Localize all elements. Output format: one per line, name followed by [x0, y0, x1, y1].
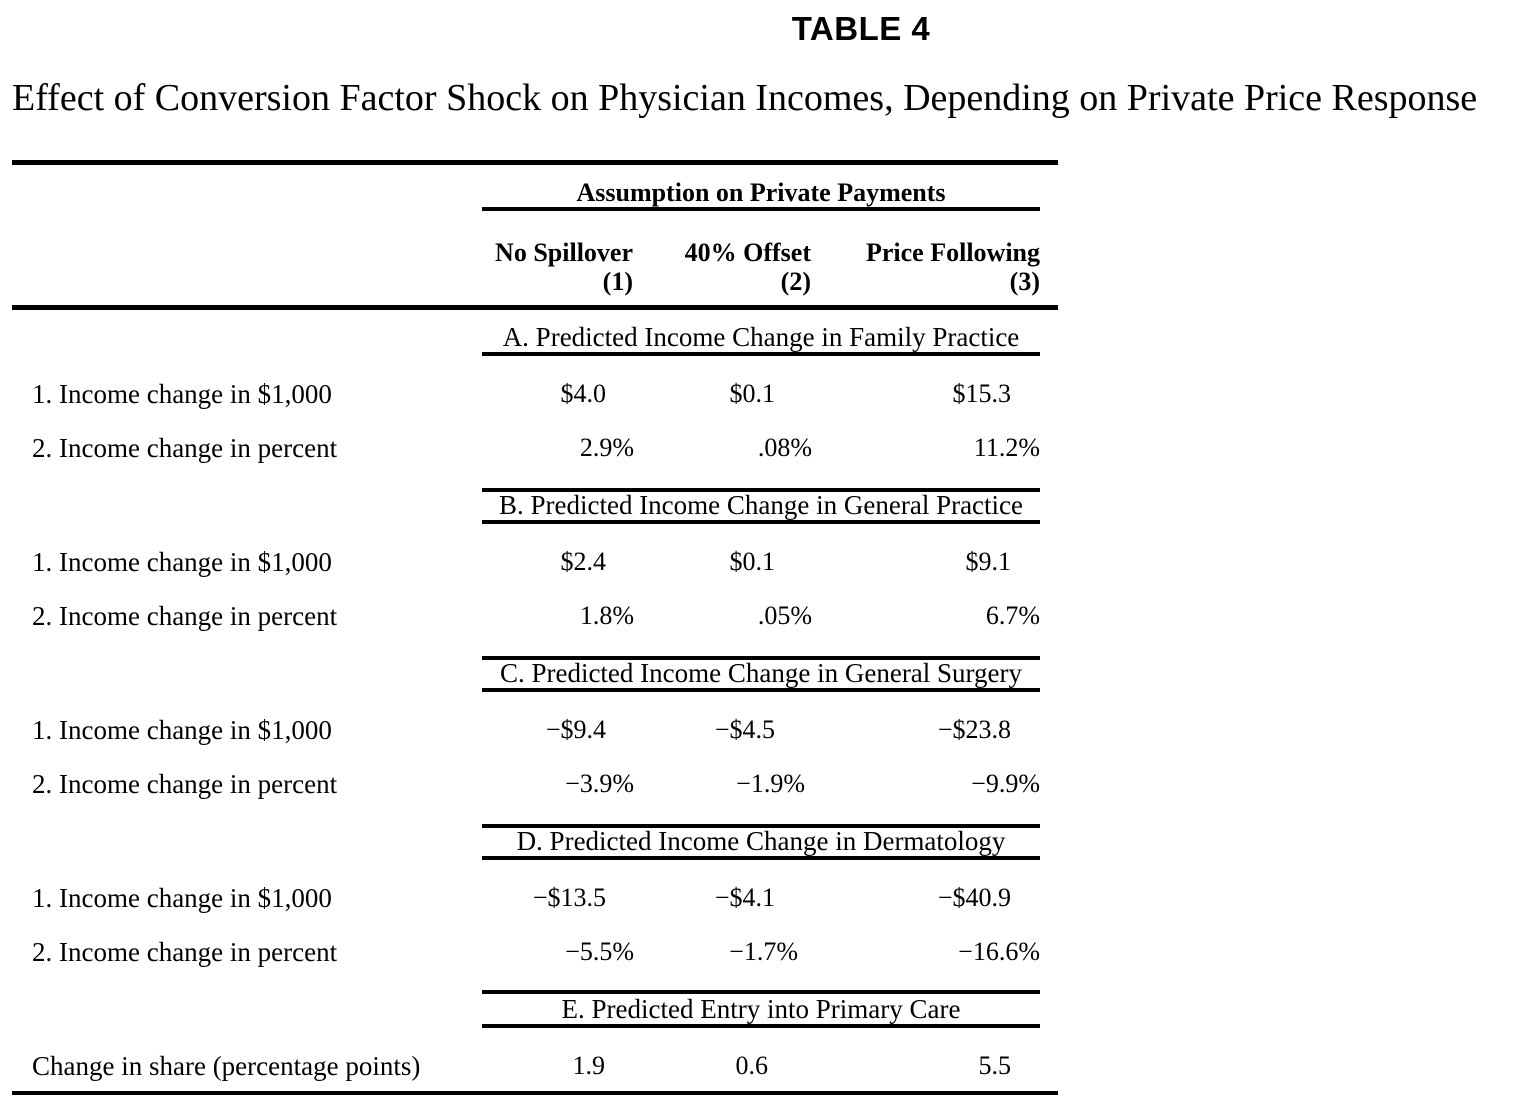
panel-d-row-2-col-2: −1.7% — [729, 937, 798, 966]
table-label: TABLE 4 — [791, 10, 931, 47]
column-header-2-label: 40% Offset — [684, 238, 811, 267]
panel-a-row-1-label: 1. Income change in $1,000 — [32, 379, 332, 409]
column-header-3-label: Price Following — [865, 238, 1040, 267]
panel-c-row-2-col-3: −9.9% — [971, 769, 1040, 798]
column-header-2-number: (2) — [780, 267, 811, 296]
panel-c-title: C. Predicted Income Change in General Su… — [499, 658, 1023, 688]
panel-a-row-1-col-2: $0.1 — [729, 379, 776, 408]
panel-e-top-rule — [482, 990, 1040, 994]
spanner-rule — [482, 207, 1040, 211]
column-header-1-number: (1) — [602, 267, 633, 296]
column-header-3: Price Following (3) — [820, 238, 1040, 296]
panel-a-row-1-col-3: $15.3 — [952, 379, 1012, 408]
panel-c-top-rule — [482, 656, 1040, 660]
panel-e-row-1-col-2: 0.6 — [735, 1051, 769, 1080]
panel-c-row-1-col-3: −$23.8 — [937, 715, 1011, 744]
panel-c-rule — [482, 688, 1040, 692]
panel-b-title: B. Predicted Income Change in General Pr… — [498, 490, 1024, 520]
panel-d-row-1-label: 1. Income change in $1,000 — [32, 883, 332, 913]
spanner-header: Assumption on Private Payments — [576, 178, 946, 207]
header-rule — [12, 305, 1058, 310]
panel-d-row-2-col-3: −16.6% — [958, 937, 1040, 966]
panel-d-row-1-col-1: −$13.5 — [532, 883, 606, 912]
panel-d-top-rule — [482, 824, 1040, 828]
panel-a-row-2-col-2: .08% — [757, 433, 812, 462]
panel-a-title: A. Predicted Income Change in Family Pra… — [502, 322, 1020, 352]
column-header-3-number: (3) — [1009, 267, 1040, 296]
panel-d-row-2-col-1: −5.5% — [565, 937, 634, 966]
panel-d-row-2-label: 2. Income change in percent — [32, 937, 338, 967]
table-title: Effect of Conversion Factor Shock on Phy… — [12, 77, 1478, 119]
panel-e-rule — [482, 1024, 1040, 1028]
top-rule — [12, 160, 1058, 165]
panel-e-row-1-col-3: 5.5 — [978, 1051, 1012, 1080]
panel-a-row-2-col-3: 11.2% — [973, 433, 1040, 462]
panel-e-title: E. Predicted Entry into Primary Care — [561, 994, 961, 1024]
panel-e-row-1-col-1: 1.9 — [572, 1051, 606, 1080]
panel-b-row-2-col-3: 6.7% — [985, 601, 1040, 630]
panel-b-row-2-label: 2. Income change in percent — [32, 601, 338, 631]
panel-c-row-2-col-1: −3.9% — [565, 769, 634, 798]
panel-a-row-1-col-1: $4.0 — [560, 379, 607, 408]
panel-b-top-rule — [482, 488, 1040, 492]
bottom-rule — [12, 1091, 1058, 1095]
column-header-1: No Spillover (1) — [460, 238, 633, 296]
panel-b-row-1-col-3: $9.1 — [965, 547, 1012, 576]
panel-a-row-2-col-1: 2.9% — [579, 433, 634, 462]
panel-b-row-1-col-1: $2.4 — [560, 547, 607, 576]
panel-a-row-2-label: 2. Income change in percent — [32, 433, 338, 463]
panel-c-row-2-col-2: −1.9% — [736, 769, 805, 798]
column-header-1-label: No Spillover — [495, 238, 633, 267]
panel-b-row-2-col-1: 1.8% — [579, 601, 634, 630]
panel-b-rule — [482, 520, 1040, 524]
panel-b-row-2-col-2: .05% — [757, 601, 812, 630]
panel-c-row-1-col-1: −$9.4 — [545, 715, 606, 744]
panel-e-row-1-label: Change in share (percentage points) — [32, 1051, 421, 1081]
panel-d-row-1-col-3: −$40.9 — [937, 883, 1011, 912]
panel-c-row-1-col-2: −$4.5 — [714, 715, 775, 744]
panel-c-row-2-label: 2. Income change in percent — [32, 769, 338, 799]
panel-b-row-1-label: 1. Income change in $1,000 — [32, 547, 332, 577]
panel-d-title: D. Predicted Income Change in Dermatolog… — [516, 826, 1006, 856]
panel-a-rule — [482, 352, 1040, 356]
panel-c-row-1-label: 1. Income change in $1,000 — [32, 715, 332, 745]
column-header-2: 40% Offset (2) — [640, 238, 811, 296]
panel-d-row-1-col-2: −$4.1 — [714, 883, 775, 912]
panel-b-row-1-col-2: $0.1 — [729, 547, 776, 576]
panel-d-rule — [482, 856, 1040, 860]
